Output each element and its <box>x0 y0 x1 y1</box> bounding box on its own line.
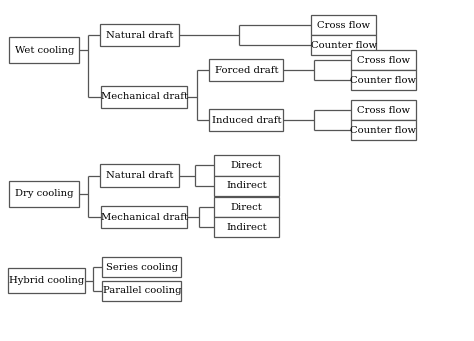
Text: Counter flow: Counter flow <box>350 76 416 85</box>
Text: Counter flow: Counter flow <box>311 41 377 50</box>
FancyBboxPatch shape <box>209 59 283 81</box>
FancyBboxPatch shape <box>311 35 376 55</box>
Text: Direct: Direct <box>230 161 262 170</box>
FancyBboxPatch shape <box>209 109 283 131</box>
FancyBboxPatch shape <box>101 86 187 108</box>
FancyBboxPatch shape <box>351 70 416 90</box>
Text: Indirect: Indirect <box>226 223 266 232</box>
FancyBboxPatch shape <box>214 197 279 217</box>
FancyBboxPatch shape <box>214 217 279 237</box>
Text: Counter flow: Counter flow <box>350 126 416 135</box>
FancyBboxPatch shape <box>102 257 181 278</box>
Text: Cross flow: Cross flow <box>357 56 410 65</box>
Text: Mechanical draft: Mechanical draft <box>100 213 188 222</box>
Text: Forced draft: Forced draft <box>215 66 278 75</box>
Text: Hybrid cooling: Hybrid cooling <box>9 276 84 285</box>
Text: Indirect: Indirect <box>226 181 266 190</box>
FancyBboxPatch shape <box>9 38 79 63</box>
FancyBboxPatch shape <box>214 176 279 196</box>
Text: Mechanical draft: Mechanical draft <box>100 92 188 102</box>
FancyBboxPatch shape <box>101 206 187 228</box>
Text: Dry cooling: Dry cooling <box>15 189 73 198</box>
Text: Natural draft: Natural draft <box>106 31 173 40</box>
Text: Cross flow: Cross flow <box>317 21 370 30</box>
FancyBboxPatch shape <box>214 155 279 176</box>
FancyBboxPatch shape <box>102 281 181 301</box>
FancyBboxPatch shape <box>351 100 416 120</box>
FancyBboxPatch shape <box>9 181 79 207</box>
Text: Cross flow: Cross flow <box>357 106 410 115</box>
FancyBboxPatch shape <box>100 24 179 46</box>
FancyBboxPatch shape <box>351 50 416 70</box>
FancyBboxPatch shape <box>311 15 376 35</box>
Text: Parallel cooling: Parallel cooling <box>102 286 181 295</box>
FancyBboxPatch shape <box>351 120 416 140</box>
FancyBboxPatch shape <box>100 164 179 187</box>
Text: Wet cooling: Wet cooling <box>15 46 74 55</box>
Text: Direct: Direct <box>230 203 262 212</box>
Text: Series cooling: Series cooling <box>106 263 178 272</box>
FancyBboxPatch shape <box>9 268 85 294</box>
Text: Induced draft: Induced draft <box>211 116 281 125</box>
Text: Natural draft: Natural draft <box>106 171 173 180</box>
